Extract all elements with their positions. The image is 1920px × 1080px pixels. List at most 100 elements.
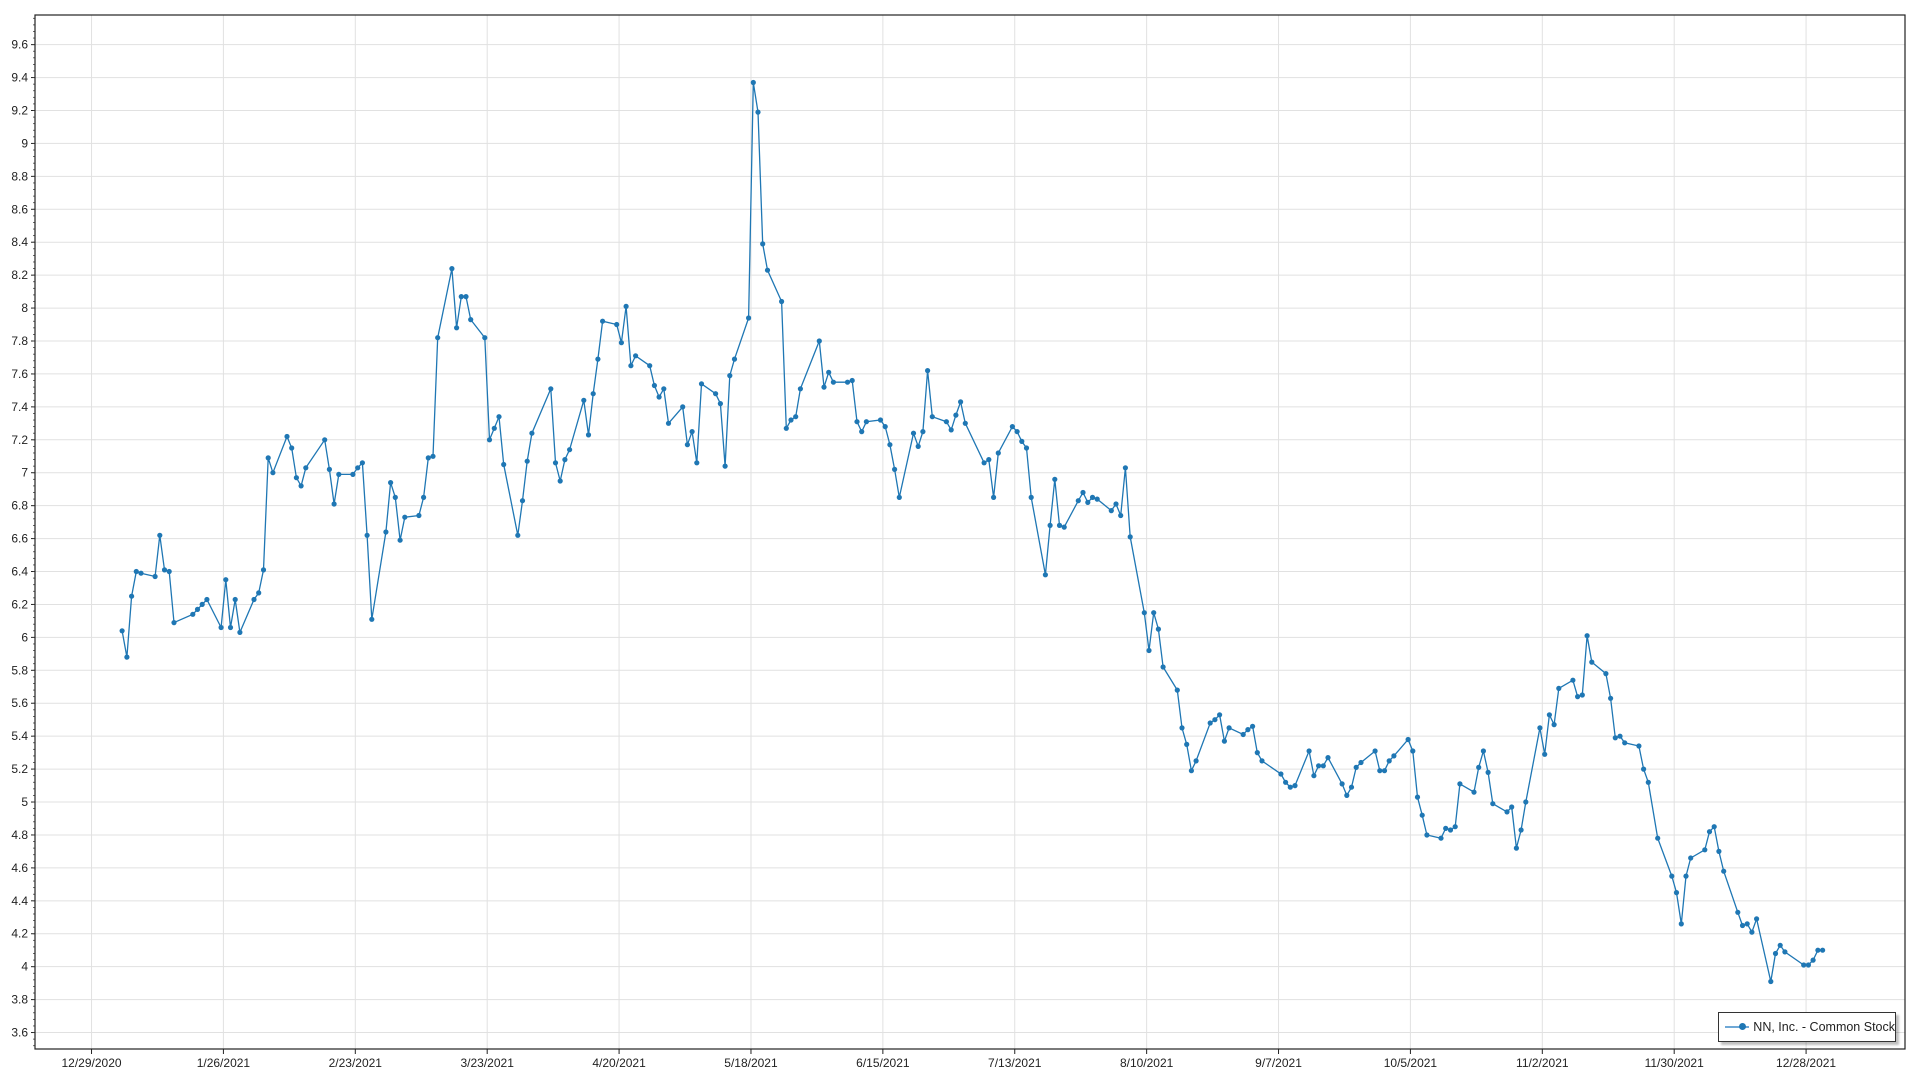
y-tick-label: 4.2 [11,927,28,941]
y-tick-label: 5.2 [11,762,28,776]
data-point [713,391,719,397]
data-point [1052,476,1058,482]
data-point [633,353,639,359]
data-point [124,654,130,660]
data-point [779,298,785,305]
data-point [600,318,606,324]
data-point [1777,942,1783,948]
data-point [1575,694,1581,700]
data-point [152,573,158,580]
data-point [1056,522,1063,529]
data-point [731,356,738,362]
data-point [821,384,827,390]
data-point [1023,445,1030,451]
data-point [618,340,625,346]
data-point [190,611,196,617]
data-point [788,417,794,423]
data-point [388,480,394,486]
gridlines [35,15,1905,1049]
y-tick-label: 8.2 [11,268,28,282]
data-point [1749,929,1755,935]
x-tick-label: 11/30/2021 [1645,1056,1704,1070]
legend-label: NN, Inc. - Common Stock [1753,1020,1895,1034]
data-point [232,596,238,603]
data-point [303,465,309,471]
data-point [284,433,290,440]
data-point [1075,498,1081,504]
y-tick-label: 8 [21,301,28,315]
y-tick-label: 6.4 [11,565,28,579]
data-point [1603,671,1609,677]
data-point [849,377,855,384]
data-point [882,424,888,430]
x-tick-label: 2/23/2021 [329,1056,383,1070]
data-point [1608,695,1614,701]
data-point [1174,687,1180,693]
data-point [1212,717,1218,723]
data-point [1518,827,1524,833]
y-axis: 3.6 3.8 4 4.2 4.4 4.6 4.8 5 5.2 5.4 5.6 5.8 6 6.2 6.4 6… [11,17,35,1047]
data-point [1019,438,1025,444]
x-tick-label: 6/15/2021 [856,1056,910,1070]
data-point [1155,626,1161,632]
data-point [1782,949,1788,955]
data-point [1372,748,1378,754]
y-tick-label: 5.8 [11,663,28,677]
data-point [1113,501,1119,507]
data-point [1673,890,1680,896]
data-point [981,460,987,466]
data-point [783,425,789,431]
y-tick-label: 6 [21,630,28,644]
data-point [986,457,992,463]
data-point [350,471,356,477]
data-point [1513,845,1519,851]
series-line [121,82,1823,982]
data-point [1141,610,1147,616]
x-tick-label: 3/23/2021 [460,1056,514,1070]
data-point [1391,753,1397,759]
data-point [844,379,851,385]
data-point [562,457,568,463]
data-point [1438,835,1444,841]
data-point [265,455,271,461]
data-point [454,325,460,331]
data-point [171,620,177,626]
x-tick-label: 9/7/2021 [1255,1056,1302,1070]
data-point [887,442,893,448]
data-point [166,568,172,575]
data-point [1424,832,1430,838]
data-point [1240,731,1246,738]
data-point [1292,783,1298,789]
data-point [1127,534,1133,540]
data-point [383,529,389,535]
data-point [1716,848,1722,855]
data-point [1636,743,1642,749]
y-tick-label: 6.8 [11,499,28,513]
data-point [369,616,375,622]
data-point [651,382,658,389]
y-tick-label: 6.2 [11,597,28,611]
data-point [1721,868,1727,874]
data-point [764,267,771,273]
x-tick-label: 7/13/2021 [988,1056,1042,1070]
data-point [194,606,201,613]
data-point [595,356,601,362]
data-point [585,432,592,438]
data-point [1377,768,1383,774]
data-point [1283,779,1289,785]
data-point [218,624,224,631]
data-point [1480,748,1486,754]
data-point [717,401,724,407]
data-point [1245,727,1251,733]
data-point [915,443,921,449]
data-point [1768,978,1774,985]
plot-frame [34,14,1906,1050]
data-point [1028,494,1034,500]
data-point [1089,494,1096,500]
data-point [665,420,672,426]
data-point [1754,916,1760,922]
data-point [920,429,926,435]
y-tick-label: 4.6 [11,861,28,875]
data-point [1443,825,1449,832]
y-tick-label: 8.4 [11,235,28,249]
